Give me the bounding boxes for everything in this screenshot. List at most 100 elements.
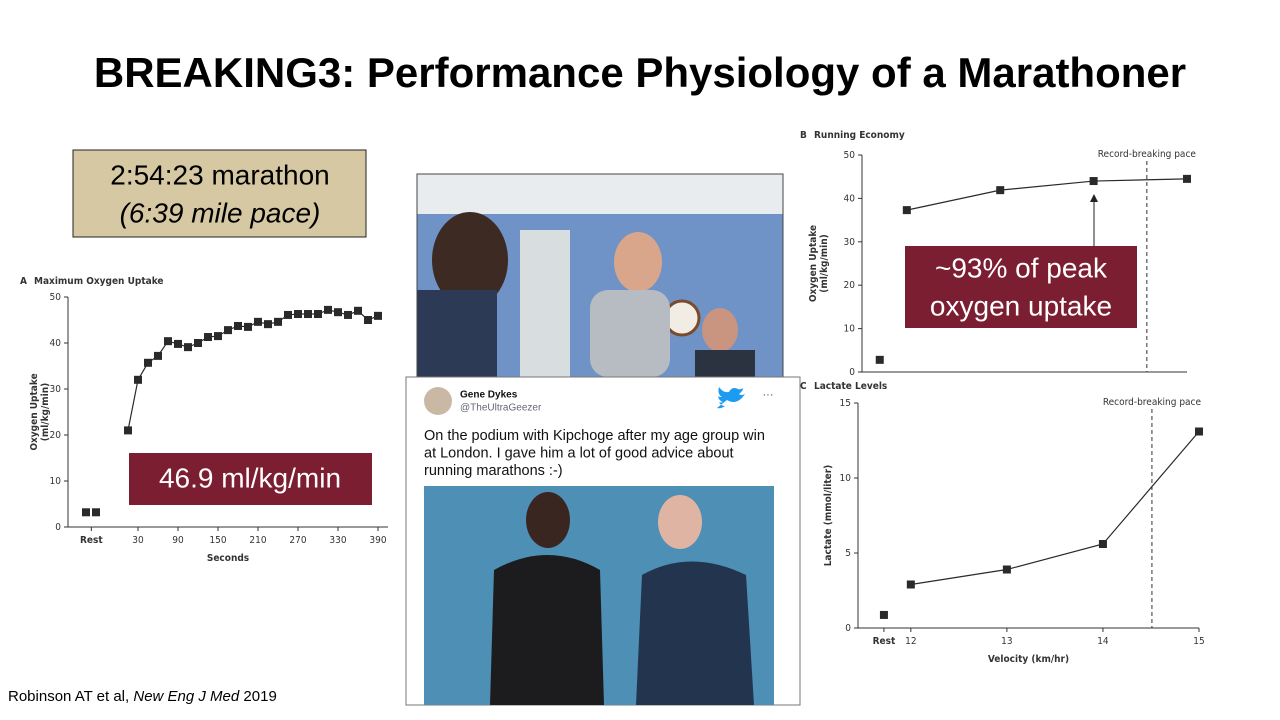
- data-point: [224, 326, 232, 335]
- data-point: [134, 375, 142, 384]
- chart: A Maximum Oxygen Uptake 0 10 20 30 40 50 Rest 30 9…: [20, 276, 388, 564]
- y-tick-label: 5: [845, 548, 851, 559]
- citation-year: 2019: [239, 688, 277, 705]
- data-point: [274, 317, 282, 326]
- slide-title: BREAKING3: Performance Physiology of a M…: [94, 49, 1186, 96]
- vo2-box: 46.9 ml/kg/min: [129, 453, 372, 505]
- citation-journal: New Eng J Med: [133, 688, 240, 705]
- reference-label: Record-breaking pace: [1103, 397, 1202, 408]
- y-tick-label: 50: [50, 292, 62, 303]
- economy-text: oxygen uptake: [930, 290, 1112, 321]
- tweet-photo-person: [636, 561, 754, 705]
- data-point: [154, 351, 162, 360]
- reference-label: Record-breaking pace: [1098, 149, 1197, 160]
- chart-title: Lactate Levels: [814, 381, 887, 392]
- y-axis-label: Oxygen Uptake: [29, 373, 40, 450]
- y-axis-label: Oxygen Uptake: [808, 225, 819, 302]
- x-tick-label: 150: [209, 535, 226, 546]
- data-point: [164, 337, 172, 346]
- y-axis-label: Lactate (mmol/liter): [823, 465, 834, 567]
- tweet-photo-person: [490, 555, 604, 705]
- data-point: [879, 610, 888, 619]
- y-tick-label: 0: [55, 522, 61, 533]
- tweet-menu[interactable]: ···: [763, 389, 774, 401]
- photo-clock: [663, 299, 701, 337]
- tweet-line: running marathons :-): [424, 463, 563, 479]
- photo-person: [432, 212, 508, 308]
- x-tick-label: 210: [249, 535, 266, 546]
- citation-authors: Robinson AT et al,: [8, 688, 133, 705]
- y-tick-label: 40: [50, 338, 62, 349]
- race-box-bg: [72, 149, 367, 238]
- panel-letter: B: [800, 130, 807, 141]
- data-point: [194, 339, 202, 347]
- x-tick-label: 13: [1001, 636, 1012, 647]
- x-tick-label: 90: [172, 535, 184, 546]
- photo-person: [417, 290, 497, 377]
- x-tick-label: 30: [132, 535, 144, 546]
- x-tick-label: 15: [1193, 636, 1204, 647]
- economy-box-bg: [905, 246, 1137, 328]
- data-point: [1098, 540, 1107, 548]
- x-tick-label: 330: [329, 535, 346, 546]
- data-point: [996, 186, 1005, 195]
- chart: B Running Economy 0 10 20 30 40 50 Oxygen Uptake…: [800, 130, 1196, 378]
- data-line: [127, 309, 379, 431]
- data-point: [324, 305, 332, 314]
- x-axis-label: Seconds: [207, 553, 249, 564]
- data-point: [374, 311, 382, 320]
- x-tick-label: 270: [289, 535, 306, 546]
- photo-ceiling: [417, 174, 783, 214]
- tweet-text: On the podium with Kipchoge after my age…: [424, 428, 765, 479]
- y-tick-label: 10: [844, 324, 856, 335]
- tweet-handle: @TheUltraGeezer: [460, 403, 542, 414]
- photo-person: [614, 232, 662, 292]
- data-point: [264, 320, 272, 329]
- y-axis-label: (ml/kg/min): [819, 234, 830, 293]
- economy-box: ~93% of peak oxygen uptake: [905, 194, 1137, 328]
- data-point: [875, 355, 884, 364]
- data-point: [214, 332, 222, 341]
- data-point: [204, 333, 212, 342]
- x-tick-label: 12: [905, 636, 916, 647]
- data-point: [174, 339, 182, 348]
- photo-person: [590, 290, 670, 377]
- x-tick-label: Rest: [873, 636, 896, 647]
- chart-title: Maximum Oxygen Uptake: [34, 276, 164, 287]
- panel-letter: A: [20, 276, 27, 287]
- x-tick-label: Rest: [80, 535, 103, 546]
- data-point: [1183, 174, 1191, 183]
- lab-photo: [416, 173, 784, 378]
- data-point: [244, 322, 252, 331]
- vo2-value: 46.9 ml/kg/min: [159, 462, 341, 493]
- data-line: [910, 431, 1200, 586]
- photo-person: [695, 350, 755, 377]
- data-point: [1002, 565, 1011, 574]
- y-tick-label: 15: [840, 398, 851, 409]
- data-point: [364, 316, 372, 324]
- race-pace: (6:39 mile pace): [120, 197, 321, 228]
- race-time: 2:54:23 marathon: [110, 159, 330, 190]
- x-tick-label: 390: [369, 535, 386, 546]
- y-tick-label: 0: [849, 367, 855, 378]
- data-point: [254, 317, 262, 326]
- data-point: [344, 310, 352, 319]
- tweet-line: On the podium with Kipchoge after my age…: [424, 428, 765, 444]
- data-line: [906, 178, 1188, 211]
- data-point: [314, 310, 322, 319]
- data-point: [284, 310, 292, 319]
- citation: Robinson AT et al, New Eng J Med 2019: [8, 688, 277, 705]
- arrow-head: [1090, 194, 1098, 202]
- data-point: [304, 310, 312, 319]
- y-tick-label: 0: [845, 623, 851, 634]
- y-tick-label: 30: [844, 237, 856, 248]
- tweet-avatar: [424, 387, 452, 415]
- chart-title: Running Economy: [814, 130, 905, 141]
- x-tick-label: 14: [1097, 636, 1109, 647]
- data-point: [354, 306, 362, 315]
- tweet-photo-person: [526, 492, 570, 548]
- y-tick-label: 20: [50, 430, 62, 441]
- data-point: [1089, 177, 1098, 186]
